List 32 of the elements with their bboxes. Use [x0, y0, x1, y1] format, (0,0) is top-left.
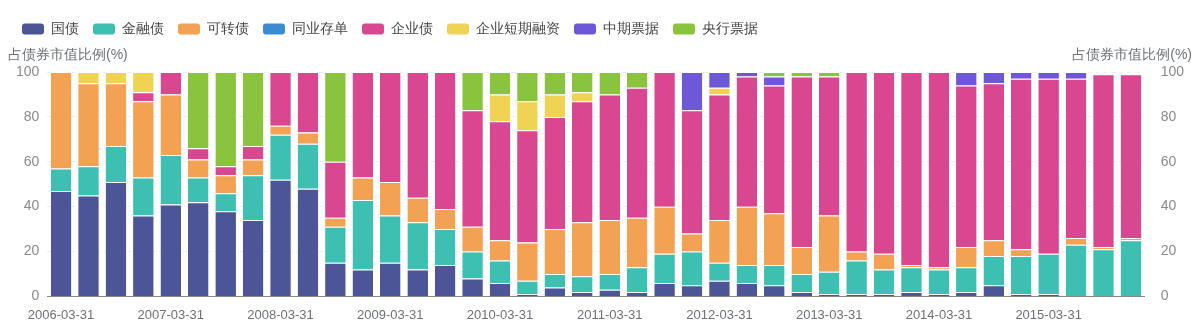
x-tick-label: 2008-03-31	[247, 306, 314, 322]
legend-label: 中期票据	[603, 19, 659, 36]
legend-label: 企业债	[391, 19, 433, 36]
x-tick-label: 2012-03-31	[686, 306, 753, 322]
y-tick-label: 100	[16, 62, 40, 79]
legend-label: 国债	[51, 19, 79, 36]
y2-tick-label: 40	[1160, 197, 1177, 214]
y-tick-label: 40	[23, 197, 40, 214]
legend-label: 同业存单	[292, 19, 348, 36]
x-tick-label: 2006-03-31	[27, 306, 95, 322]
y2-tick-label: 80	[1160, 107, 1177, 124]
x-tick-label: 2011-03-31	[576, 306, 643, 322]
y2-axis-title: 占债券市值比例(%)	[1072, 45, 1192, 62]
x-tick-label: 2014-03-31	[905, 306, 973, 322]
legend-label: 企业短期融资	[476, 19, 560, 36]
y-tick-label: 0	[31, 287, 40, 304]
legend-label: 央行票据	[702, 19, 758, 36]
x-tick-label: 2010-03-31	[466, 306, 534, 322]
x-tick-label: 2013-03-31	[795, 306, 863, 322]
y2-tick-label: 100	[1160, 62, 1185, 79]
y2-tick-label: 20	[1160, 242, 1177, 259]
y-tick-label: 80	[23, 107, 40, 124]
y2-tick-label: 0	[1160, 287, 1169, 304]
x-tick-label: 2007-03-31	[137, 306, 205, 322]
y-tick-label: 60	[23, 152, 40, 169]
legend-label: 金融债	[122, 19, 164, 36]
y2-tick-label: 60	[1160, 152, 1177, 169]
x-tick-label: 2009-03-31	[357, 306, 424, 322]
y-tick-label: 20	[23, 242, 40, 259]
x-tick-label: 2015-03-31	[1015, 306, 1082, 322]
legend-label: 可转债	[207, 19, 249, 36]
y-axis-title: 占债券市值比例(%)	[8, 45, 128, 62]
